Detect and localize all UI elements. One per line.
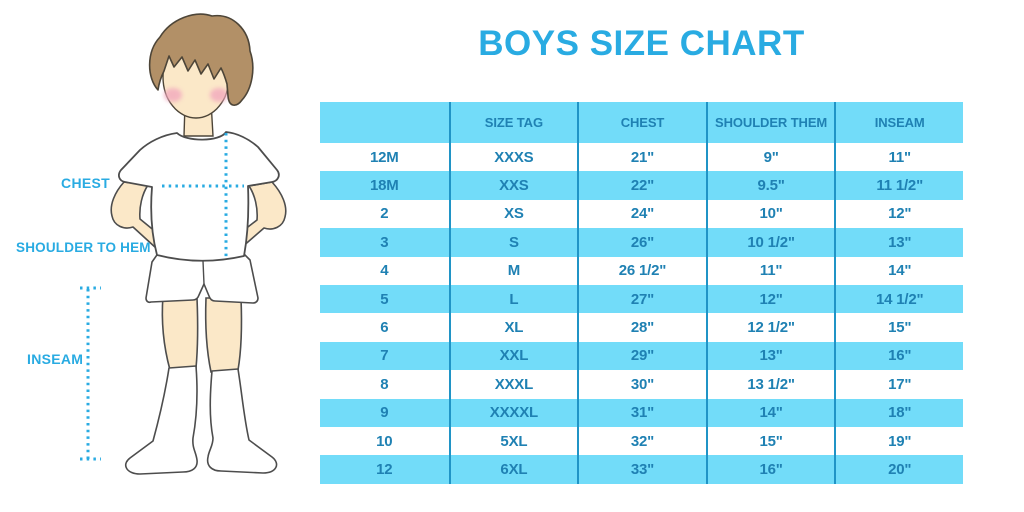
value-cell: 27" <box>577 284 706 314</box>
size-cell: 9 <box>320 398 449 427</box>
size-cell: 4 <box>380 262 389 280</box>
value-cell: 26" <box>577 228 706 257</box>
value-cell: 14" <box>834 256 963 285</box>
value-cell: 10" <box>705 199 835 229</box>
value-cell: 14 1/2" <box>834 284 963 314</box>
value-cell: 11" <box>834 143 963 172</box>
value-cell: 24" <box>577 199 706 229</box>
size-cell: 12M <box>370 148 399 166</box>
value-cell: 13" <box>705 341 835 371</box>
value-cell: 13" <box>834 228 963 257</box>
value-cell: 9" <box>705 143 835 172</box>
size-table: SIZE TAG CHEST SHOULDER THEM INSEAM 12M XXXS 2… <box>320 102 963 484</box>
value-cell: XS <box>448 199 578 229</box>
header-cell: CHEST <box>577 102 706 143</box>
boy-illustration <box>80 13 287 475</box>
value-cell: 15" <box>705 426 835 456</box>
value-cell: XXXL <box>448 370 578 399</box>
value-cell: S <box>448 228 578 257</box>
value-cell: 9.5" <box>705 171 835 200</box>
value-cell: 6XL <box>448 455 578 484</box>
chest-label: CHEST <box>61 175 110 191</box>
value-cell: 14" <box>705 398 835 427</box>
boy-sock-left <box>124 365 198 475</box>
size-cell: 7 <box>320 341 449 371</box>
boy-sock-right <box>206 368 278 474</box>
boy-measurement-figure: CHEST SHOULDER TO HEM INSEAM <box>0 0 320 512</box>
value-cell: 11" <box>705 256 835 285</box>
value-cell: XL <box>448 313 578 342</box>
header-cell: INSEAM <box>834 102 963 143</box>
value-cell: 29" <box>577 341 706 371</box>
blush-left <box>164 88 182 102</box>
value-cell: 33" <box>577 455 706 484</box>
size-cell: 3 <box>320 228 449 257</box>
value-cell: 18" <box>834 398 963 427</box>
value-cell: 22" <box>577 171 706 200</box>
value-cell: 17" <box>834 370 963 399</box>
blush-right <box>210 88 228 102</box>
size-cell: 10 <box>376 432 393 450</box>
boy-shirt <box>118 131 280 262</box>
value-cell: 12 1/2" <box>705 313 835 342</box>
value-cell: XXS <box>448 171 578 200</box>
value-cell: 31" <box>577 398 706 427</box>
size-cell: 18M <box>320 171 449 200</box>
boy-shorts-seam <box>202 260 205 285</box>
header-cell: SIZE TAG <box>448 102 578 143</box>
value-cell: 10 1/2" <box>705 228 835 257</box>
value-cell: 12" <box>705 284 835 314</box>
size-cell: 12 <box>320 455 449 484</box>
size-cell: 8 <box>380 375 389 393</box>
value-cell: 5XL <box>448 426 578 456</box>
size-cell: 2 <box>380 205 389 223</box>
boy-leg-left <box>161 295 199 371</box>
value-cell: 15" <box>834 313 963 342</box>
value-cell: XXXXL <box>448 398 578 427</box>
value-cell: L <box>448 284 578 314</box>
value-cell: 12" <box>834 199 963 229</box>
boy-leg-right <box>204 297 243 373</box>
value-cell: 30" <box>577 370 706 399</box>
value-cell: 28" <box>577 313 706 342</box>
value-cell: 19" <box>834 426 963 456</box>
header-cell <box>320 102 449 143</box>
boy-hair <box>148 13 254 106</box>
boy-arm-left <box>110 181 163 249</box>
size-cell: 5 <box>320 284 449 314</box>
value-cell: 16" <box>705 455 835 484</box>
value-cell: 11 1/2" <box>834 171 963 200</box>
value-cell: 32" <box>577 426 706 456</box>
inseam-label: INSEAM <box>27 351 84 367</box>
value-cell: 21" <box>577 143 706 172</box>
page-title: BOYS SIZE CHART <box>478 24 805 63</box>
size-cell: 6 <box>380 319 389 337</box>
value-cell: M <box>448 256 578 285</box>
value-cell: XXL <box>448 341 578 371</box>
header-cell: SHOULDER THEM <box>705 102 835 143</box>
value-cell: 26 1/2" <box>577 256 706 285</box>
value-cell: 20" <box>834 455 963 484</box>
value-cell: 13 1/2" <box>705 370 835 399</box>
shoulder-to-hem-label: SHOULDER TO HEM <box>16 240 151 255</box>
value-cell: XXXS <box>448 143 578 172</box>
value-cell: 16" <box>834 341 963 371</box>
